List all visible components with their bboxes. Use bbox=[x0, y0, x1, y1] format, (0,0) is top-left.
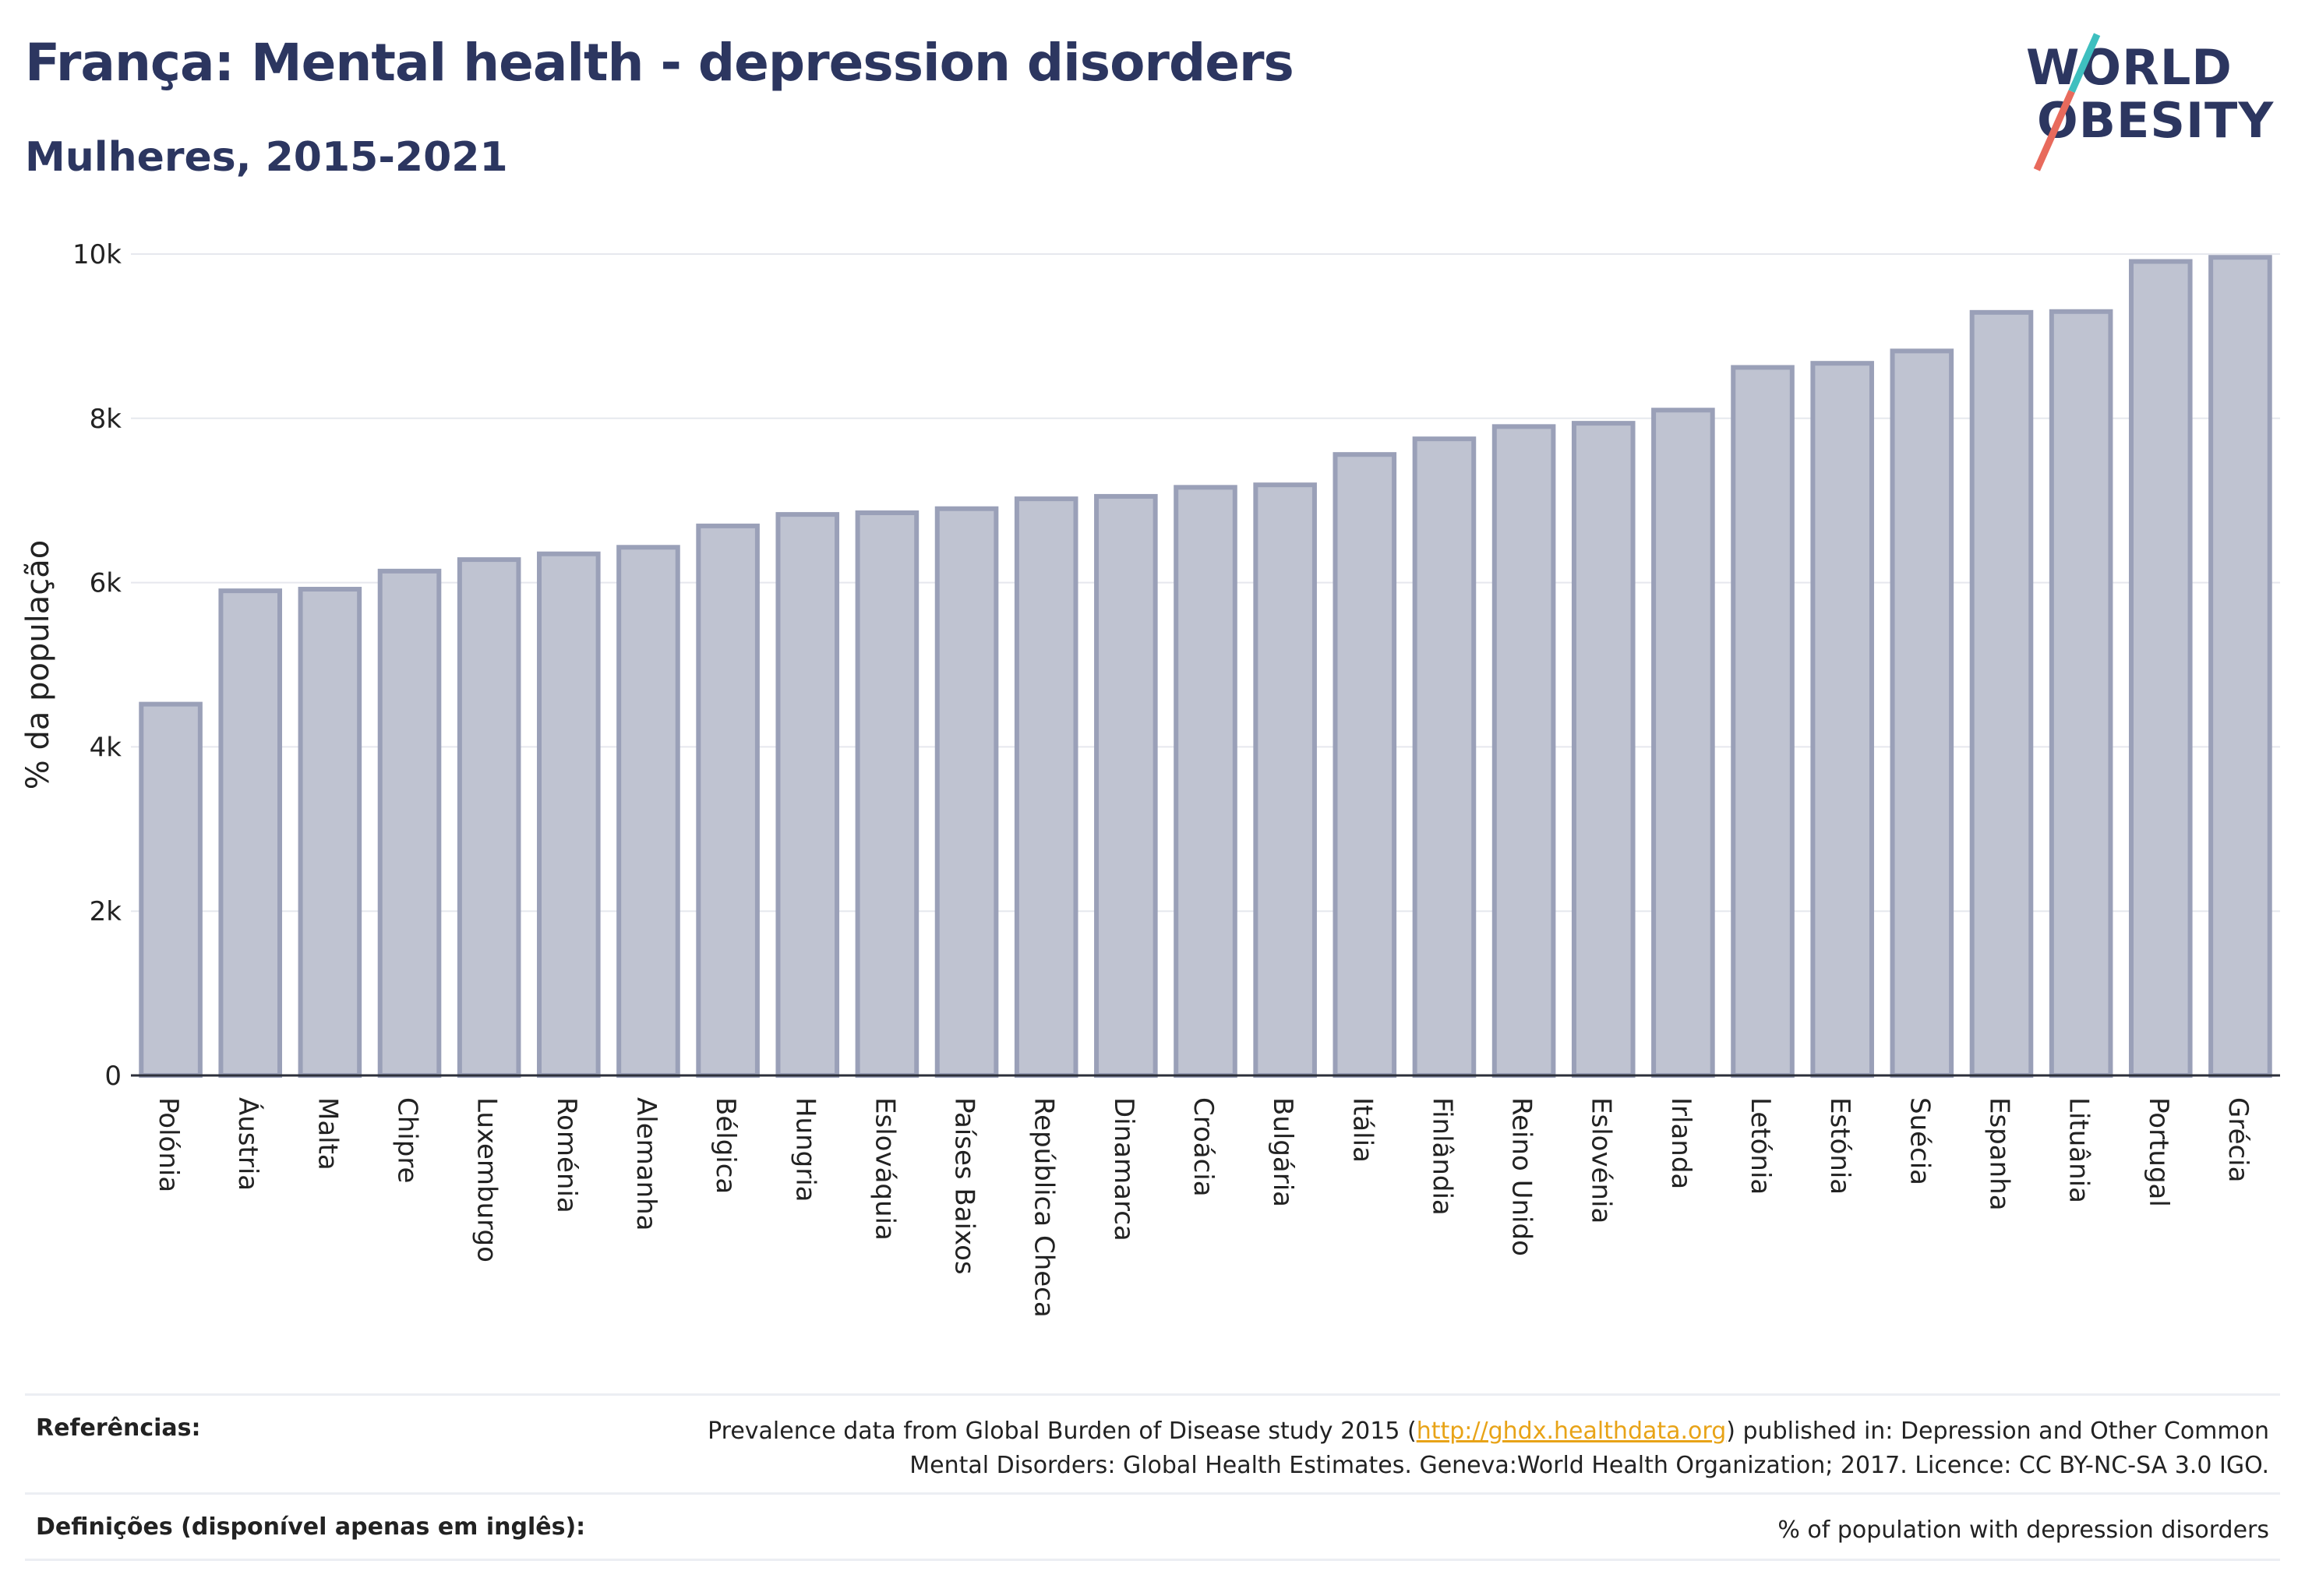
bar bbox=[1094, 493, 1158, 1078]
bar-chart: 0 2k 4k 6k 8k 10k Polónia Áustria Malta Chipre Lux… bbox=[20, 239, 2280, 1318]
x-tick-label: Áustria bbox=[232, 1097, 264, 1191]
x-tick-label: Luxemburgo bbox=[471, 1097, 503, 1262]
definitions-text: % of population with depression disorder… bbox=[1777, 1517, 2269, 1544]
bar bbox=[696, 523, 760, 1078]
bar bbox=[377, 568, 442, 1078]
x-tick-label: Hungria bbox=[789, 1097, 821, 1202]
bar bbox=[1253, 482, 1317, 1078]
bar bbox=[139, 701, 203, 1078]
x-tick-label: Itália bbox=[1347, 1097, 1378, 1163]
bar bbox=[1969, 309, 2034, 1079]
x-tick-label: Croácia bbox=[1188, 1097, 1219, 1197]
definitions-label: Definições (disponível apenas em inglês)… bbox=[36, 1513, 586, 1541]
bar bbox=[298, 587, 362, 1078]
bar bbox=[1731, 365, 1795, 1078]
x-tick-label: Malta bbox=[312, 1097, 343, 1171]
x-tick-label: Reino Unido bbox=[1506, 1097, 1537, 1256]
x-tick-label: Portugal bbox=[2143, 1097, 2174, 1207]
x-tick-label: República Checa bbox=[1029, 1097, 1060, 1318]
bar bbox=[218, 588, 283, 1078]
x-tick-label: Finlândia bbox=[1426, 1097, 1457, 1216]
x-tick-label: Suécia bbox=[1904, 1097, 1935, 1185]
x-tick-label: Dinamarca bbox=[1108, 1097, 1139, 1241]
y-tick-label: 8k bbox=[90, 404, 122, 435]
x-tick-label: Irlanda bbox=[1665, 1097, 1696, 1189]
x-tick-label: Letónia bbox=[1745, 1097, 1776, 1195]
chart-subtitle: Mulheres, 2015-2021 bbox=[25, 134, 508, 181]
bar bbox=[1174, 485, 1237, 1078]
bar bbox=[2208, 255, 2272, 1079]
bar bbox=[1333, 452, 1397, 1078]
references-text-after: ) published in: Depression and Other Com… bbox=[1726, 1418, 2269, 1445]
x-tick-label: Espanha bbox=[1983, 1097, 2014, 1211]
bar bbox=[1412, 436, 1477, 1078]
bar bbox=[1810, 361, 1874, 1078]
bar bbox=[775, 512, 840, 1078]
x-tick-label: Lituânia bbox=[2063, 1097, 2095, 1203]
chart-footer: Referências: Prevalence data from Global… bbox=[25, 1393, 2280, 1561]
logo-line-1: WORLD bbox=[2026, 39, 2233, 96]
x-tick-label: Alemanha bbox=[630, 1097, 662, 1231]
x-tick-label: Bélgica bbox=[710, 1097, 741, 1194]
bar bbox=[457, 557, 521, 1078]
bar bbox=[1491, 424, 1556, 1078]
definitions-row: Definições (disponível apenas em inglês)… bbox=[25, 1492, 2280, 1561]
bar bbox=[1571, 421, 1636, 1078]
x-tick-label: Polónia bbox=[153, 1097, 184, 1192]
logo-line-2: OBESITY bbox=[2037, 92, 2275, 149]
x-tick-label: Países Baixos bbox=[949, 1097, 980, 1275]
references-text-before: Prevalence data from Global Burden of Di… bbox=[708, 1418, 1417, 1445]
chart-title: França: Mental health - depression disor… bbox=[25, 33, 1294, 93]
x-tick-label: Grécia bbox=[2222, 1097, 2254, 1182]
references-row: Referências: Prevalence data from Global… bbox=[25, 1393, 2280, 1492]
y-tick-label: 4k bbox=[90, 732, 122, 763]
x-tick-label: Roménia bbox=[551, 1097, 582, 1213]
bar bbox=[2128, 259, 2193, 1079]
references-label: Referências: bbox=[36, 1414, 201, 1442]
y-axis-label: % da população bbox=[20, 540, 56, 790]
y-tick-label: 0 bbox=[104, 1061, 122, 1092]
y-tick-label: 6k bbox=[90, 568, 122, 599]
y-tick-label: 10k bbox=[72, 239, 122, 270]
x-tick-label: Bulgária bbox=[1267, 1097, 1298, 1207]
x-tick-label: Chipre bbox=[392, 1097, 423, 1183]
bar bbox=[855, 510, 920, 1078]
references-link[interactable]: http://ghdx.healthdata.org bbox=[1416, 1418, 1727, 1445]
bar bbox=[1890, 348, 1954, 1078]
x-tick-label: Eslovénia bbox=[1586, 1097, 1617, 1223]
bar bbox=[537, 551, 601, 1078]
references-text: Prevalence data from Global Burden of Di… bbox=[25, 1396, 2280, 1483]
bar bbox=[1014, 496, 1078, 1078]
bar bbox=[1651, 408, 1715, 1078]
x-tick-label: Estónia bbox=[1824, 1097, 1855, 1195]
x-tick-label: Eslováquia bbox=[869, 1097, 900, 1241]
world-obesity-logo: WORLD OBESITY bbox=[2026, 31, 2283, 171]
y-tick-label: 2k bbox=[90, 896, 122, 927]
references-text-line2: Mental Disorders: Global Health Estimate… bbox=[909, 1452, 2269, 1479]
bar bbox=[2049, 309, 2113, 1078]
bar bbox=[616, 545, 680, 1078]
bar bbox=[934, 506, 999, 1078]
